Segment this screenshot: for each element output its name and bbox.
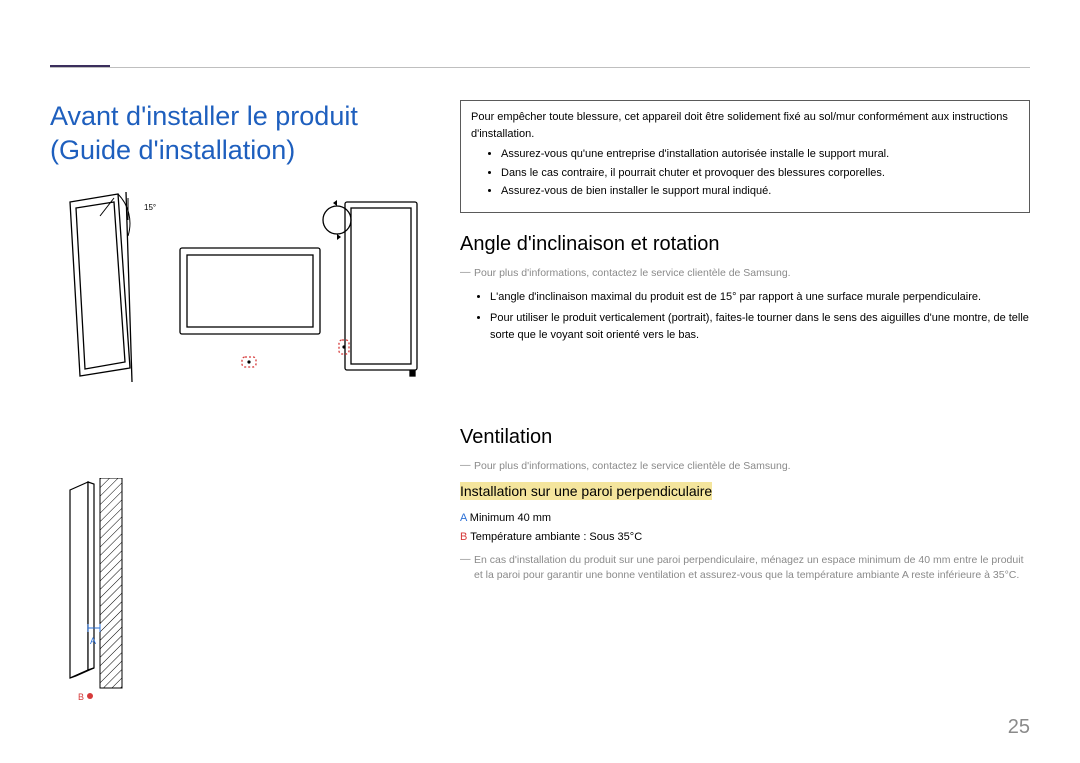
warning-item: Assurez-vous qu'une entreprise d'install… bbox=[501, 146, 1019, 163]
spec-b-text: Température ambiante : Sous 35°C bbox=[467, 531, 642, 543]
ventilation-note2: En cas d'installation du produit sur une… bbox=[460, 553, 1030, 585]
ventilation-heading: Ventilation bbox=[460, 426, 1030, 449]
ventilation-note: Pour plus d'informations, contactez le s… bbox=[460, 459, 1030, 475]
diagram-a-label: A bbox=[90, 636, 96, 646]
page-number: 25 bbox=[1008, 716, 1030, 739]
spec-b: B Température ambiante : Sous 35°C bbox=[460, 528, 1030, 547]
tilt-item: L'angle d'inclinaison maximal du produit… bbox=[490, 289, 1030, 306]
spec-a-label: A bbox=[460, 512, 467, 524]
angle-label: 15° bbox=[144, 203, 156, 212]
ventilation-diagram-svg: A B bbox=[50, 478, 170, 708]
spec-a-text: Minimum 40 mm bbox=[467, 512, 551, 524]
warning-item: Assurez-vous de bien installer le suppor… bbox=[501, 183, 1019, 200]
main-heading: Avant d'installer le produit (Guide d'in… bbox=[50, 100, 440, 168]
tilt-item: Pour utiliser le produit verticalement (… bbox=[490, 310, 1030, 344]
warning-box: Pour empêcher toute blessure, cet appare… bbox=[460, 100, 1030, 213]
tilt-heading: Angle d'inclinaison et rotation bbox=[460, 233, 1030, 256]
left-column: Avant d'installer le produit (Guide d'in… bbox=[50, 100, 440, 708]
warning-intro: Pour empêcher toute blessure, cet appare… bbox=[471, 109, 1019, 142]
tilt-list: L'angle d'inclinaison maximal du produit… bbox=[460, 289, 1030, 344]
tilt-rotation-diagram: 15° bbox=[50, 192, 420, 392]
header-rule bbox=[50, 67, 1030, 68]
ventilation-diagram: A B bbox=[50, 478, 420, 708]
tilt-note: Pour plus d'informations, contactez le s… bbox=[460, 266, 1030, 282]
diagram-b-label: B bbox=[78, 692, 84, 702]
warning-list: Assurez-vous qu'une entreprise d'install… bbox=[471, 146, 1019, 200]
ventilation-subheading: Installation sur une paroi perpendiculai… bbox=[460, 482, 712, 500]
tilt-diagram-svg: 15° bbox=[50, 192, 420, 392]
page-content: Avant d'installer le produit (Guide d'in… bbox=[50, 100, 1030, 723]
ventilation-subheading-wrap: Installation sur une paroi perpendiculai… bbox=[460, 483, 1030, 501]
warning-item: Dans le cas contraire, il pourrait chute… bbox=[501, 165, 1019, 182]
right-column: Pour empêcher toute blessure, cet appare… bbox=[460, 100, 1030, 592]
spec-a: A Minimum 40 mm bbox=[460, 509, 1030, 528]
